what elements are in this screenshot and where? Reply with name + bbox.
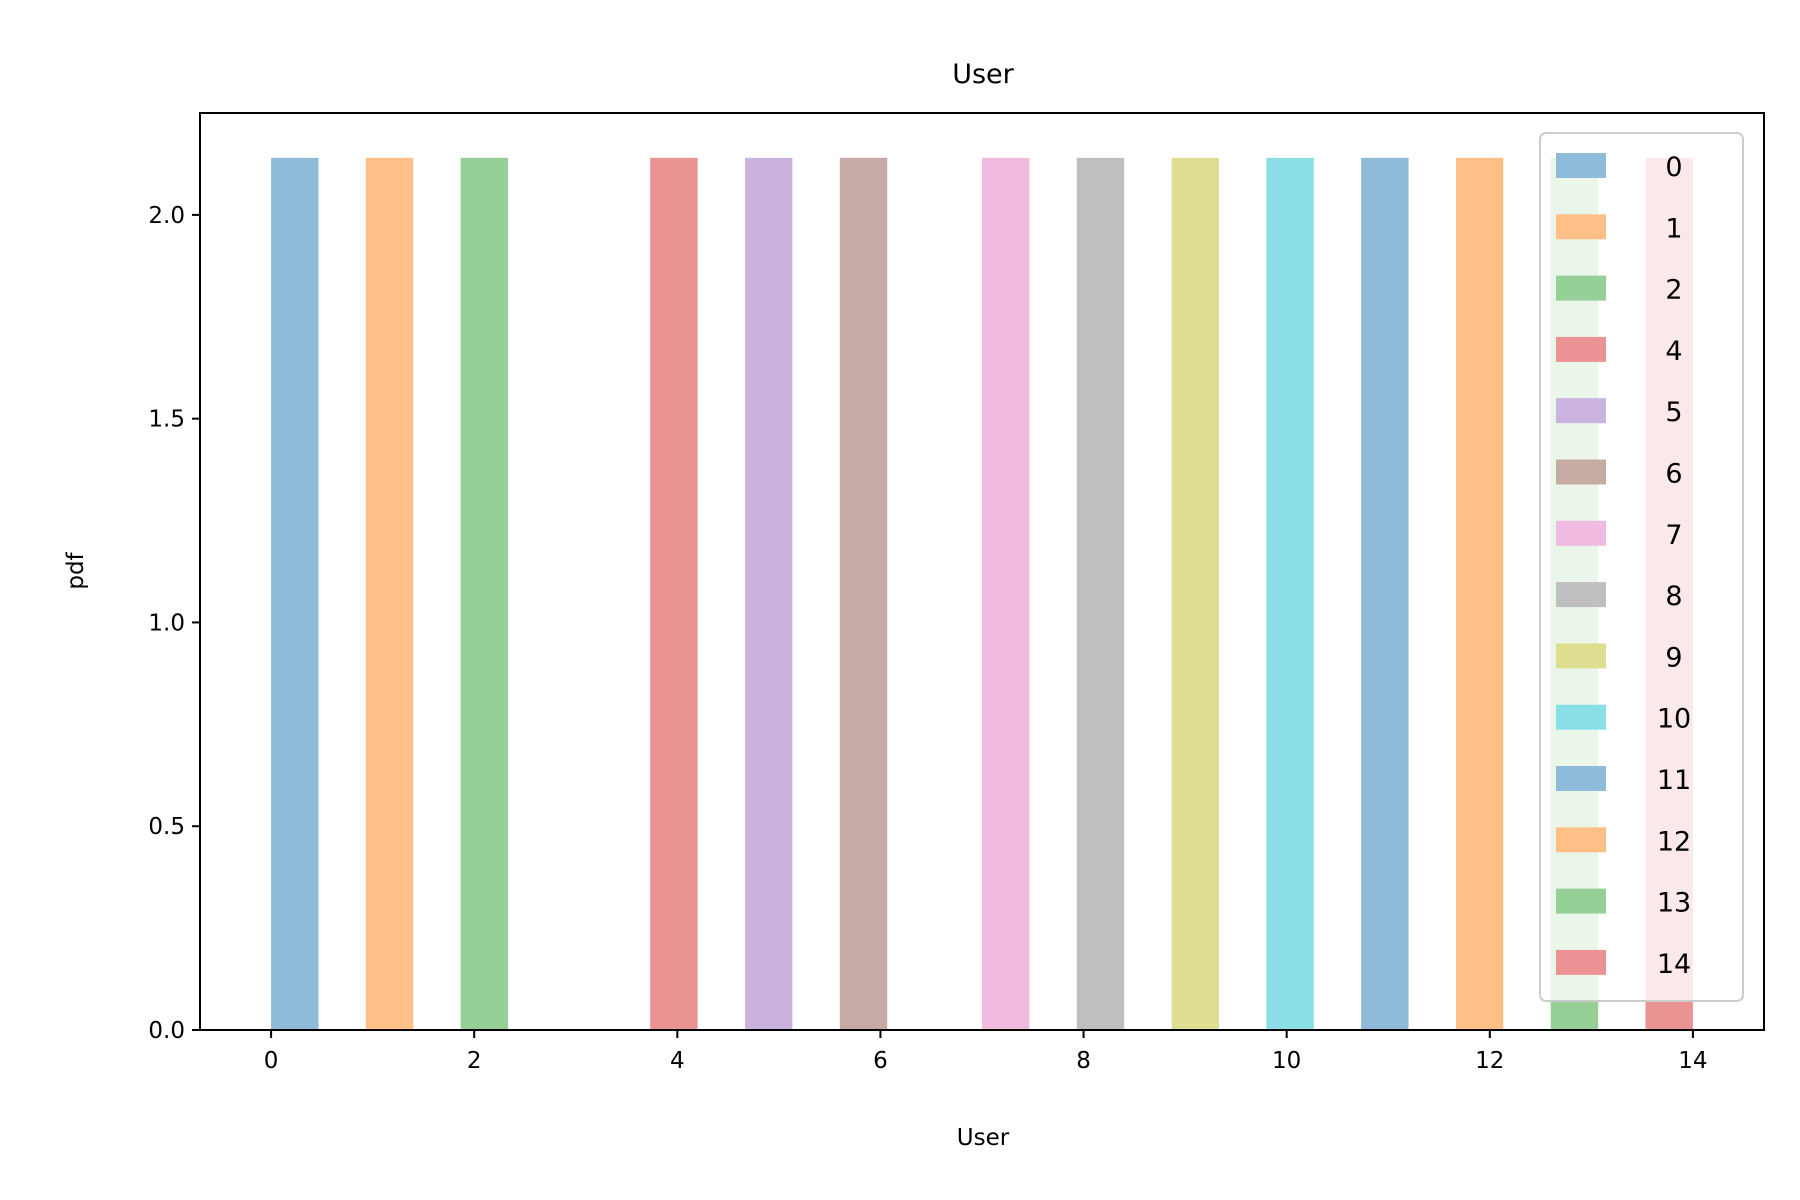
- bar-user-1: [365, 157, 414, 1030]
- legend-swatch-2: [1556, 275, 1606, 301]
- legend-label-11: 11: [1657, 765, 1691, 796]
- legend-frame: [1539, 132, 1744, 1002]
- bar-user-5: [745, 157, 793, 1030]
- bar-user-10: [1266, 157, 1314, 1030]
- legend-swatch-8: [1556, 582, 1606, 608]
- legend-label-2: 2: [1665, 275, 1682, 306]
- bar-user-2: [460, 157, 509, 1030]
- legend-swatch-4: [1556, 336, 1606, 362]
- legend-label-10: 10: [1657, 704, 1691, 735]
- x-tick-label: 8: [1076, 1048, 1091, 1074]
- legend-swatch-9: [1556, 643, 1606, 669]
- y-axis-label: pdf: [63, 551, 89, 589]
- x-tick-label: 0: [264, 1048, 279, 1074]
- legend-label-9: 9: [1665, 642, 1682, 673]
- y-tick-label: 1.0: [148, 610, 185, 636]
- legend-swatch-1: [1556, 214, 1606, 240]
- bars-group: [271, 157, 1693, 1030]
- legend-swatch-5: [1556, 398, 1606, 424]
- bar-user-9: [1171, 157, 1219, 1030]
- legend-swatch-13: [1556, 888, 1606, 914]
- bar-user-11: [1361, 157, 1409, 1030]
- plot-frame: [199, 112, 1765, 1031]
- legend-swatch-14: [1556, 949, 1606, 975]
- legend-label-6: 6: [1665, 459, 1682, 490]
- x-tick-label: 10: [1272, 1048, 1301, 1074]
- legend-label-0: 0: [1665, 152, 1682, 183]
- x-tick-label: 4: [670, 1048, 685, 1074]
- x-tick-label: 6: [873, 1048, 888, 1074]
- legend-label-7: 7: [1665, 520, 1682, 551]
- y-axis: 0.0 0.5 1.0 1.5 2.0: [148, 203, 200, 1044]
- x-tick-label: 12: [1475, 1048, 1504, 1074]
- y-tick-label: 2.0: [148, 203, 185, 229]
- legend-swatch-10: [1556, 704, 1606, 730]
- legend-label-12: 12: [1657, 826, 1691, 857]
- bar-user-12: [1455, 157, 1504, 1030]
- legend-swatch-12: [1556, 827, 1606, 853]
- x-axis: 0 2 4 6 8 10 12 14: [264, 1030, 1708, 1074]
- bar-user-4: [650, 157, 698, 1030]
- legend-swatch-7: [1556, 520, 1606, 546]
- chart-title: User: [952, 59, 1014, 90]
- x-tick-label: 14: [1678, 1048, 1707, 1074]
- legend-swatch-0: [1556, 153, 1606, 178]
- bar-user-6: [839, 157, 888, 1030]
- legend-label-14: 14: [1657, 949, 1691, 980]
- x-tick-label: 2: [467, 1048, 482, 1074]
- legend-label-13: 13: [1657, 888, 1691, 919]
- y-tick-label: 1.5: [148, 407, 185, 433]
- legend-label-1: 1: [1665, 213, 1682, 244]
- bar-user-8: [1076, 157, 1125, 1030]
- y-tick-label: 0.5: [148, 814, 185, 840]
- x-axis-label: User: [957, 1125, 1010, 1151]
- legend-swatch-6: [1556, 459, 1606, 485]
- y-tick-label: 0.0: [148, 1018, 185, 1044]
- legend-swatch-11: [1556, 766, 1606, 791]
- legend-label-4: 4: [1665, 336, 1682, 367]
- legend-label-8: 8: [1665, 581, 1682, 612]
- bar-user-0: [271, 157, 319, 1030]
- legend-label-5: 5: [1665, 397, 1682, 428]
- bar-user-7: [982, 157, 1030, 1030]
